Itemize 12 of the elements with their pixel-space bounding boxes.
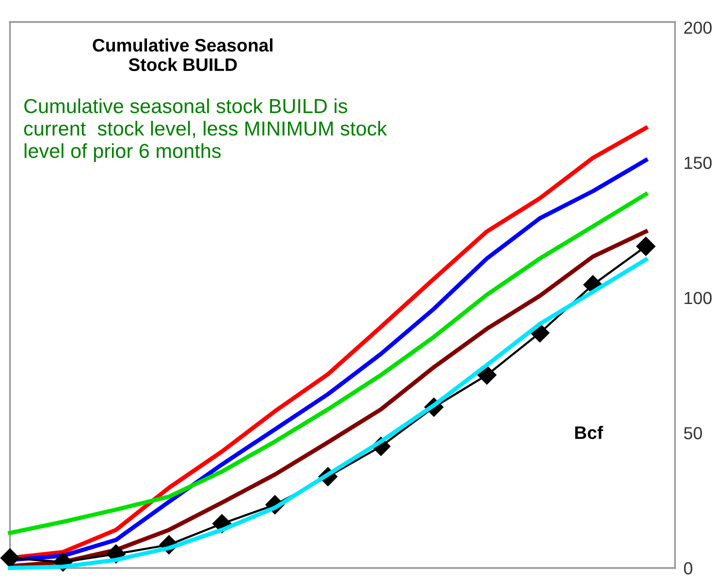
text: Cumulative Seasonal Stock BUILD	[92, 38, 272, 72]
point	[0, 548, 20, 568]
y-tick-label: 150	[684, 156, 712, 170]
annotation: Cumulative seasonal stock BUILD is current stock level, less MINIMUM stock level of prior 6 months	[24, 98, 388, 162]
point	[477, 365, 496, 385]
line-series	[8, 192, 648, 535]
y-axis-title: Bcf	[575, 426, 604, 440]
y-tick-label: 50	[684, 427, 702, 440]
point	[636, 236, 656, 256]
y-tick-label: 0	[684, 562, 692, 574]
y-tick-label: 100	[684, 292, 712, 304]
y-tick-label: 200	[684, 22, 712, 34]
